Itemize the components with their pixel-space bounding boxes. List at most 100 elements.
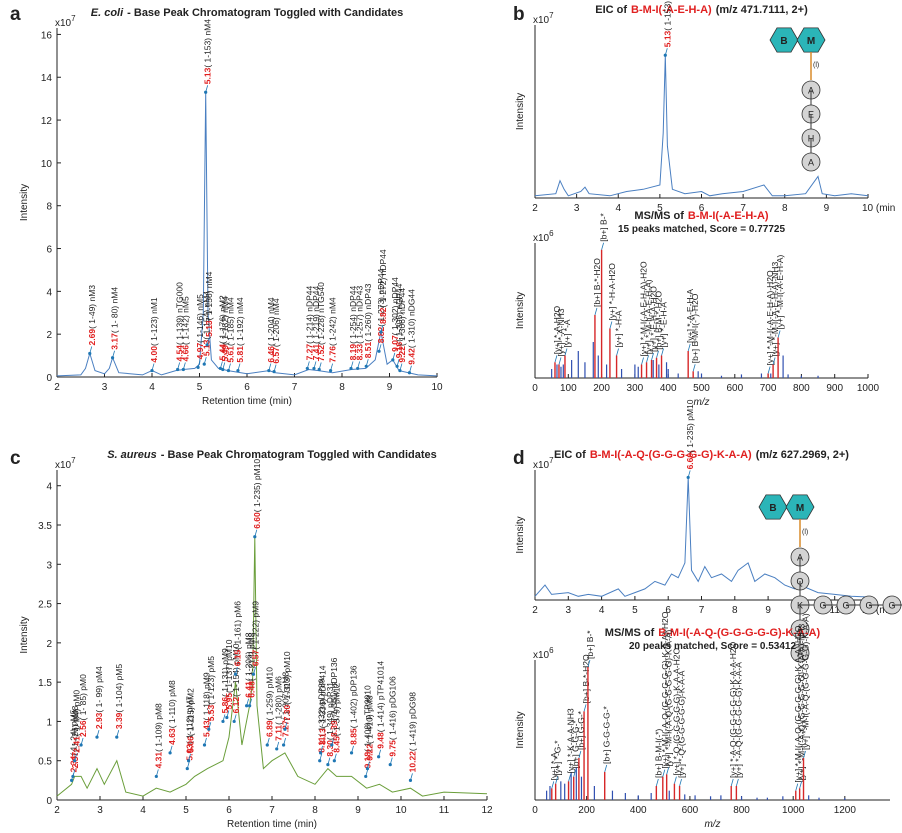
y-multiplier: x107	[533, 456, 554, 471]
annotation-label: 9.48( 1-414) pTP41014	[376, 661, 386, 749]
annotation-leader	[273, 364, 277, 372]
annotation-rt: 4.63	[167, 728, 177, 745]
annotation-rt: 5.13	[201, 339, 211, 356]
annotation-leader	[365, 769, 369, 777]
annotation-label: 4.31( 1-109) pM8	[153, 703, 163, 768]
annotation-text: [y+] *-M-I(-A-E-H-A)	[644, 279, 654, 354]
annotation-text: [y+] *-M-I(-A-E-H-A)-H2O	[639, 261, 649, 357]
annotation-rt: 5.81	[235, 346, 245, 363]
annotation-rt: 9.75	[387, 740, 397, 757]
panel-letter: b	[513, 4, 525, 25]
annotation-label: 9.42( 1-310) nDG44	[406, 289, 416, 365]
annotation-rt: 7.30	[282, 704, 292, 721]
annotation-leader	[378, 344, 382, 352]
annotation-leader	[188, 753, 191, 761]
annotation-leader	[327, 757, 331, 765]
annotation-label: 7.52( 1-228) nTG540	[316, 282, 326, 362]
annotation-label: 9.18( 1-408) pTP9910	[363, 685, 373, 768]
annotation-leader	[555, 776, 559, 784]
annotation-leader	[367, 761, 370, 769]
annotation-label: 5.43( 1-118) pM9	[201, 672, 211, 737]
multiplier-base: x10	[533, 15, 550, 26]
annotation-leader	[399, 363, 403, 371]
annotation-text: ( 1-214) pM8	[247, 632, 257, 681]
annotation-text: ( 1-206) nM4	[271, 298, 281, 347]
chart-title: E. coli - Base Peak Chromatogram Toggled …	[91, 7, 403, 19]
y-tick-label: 16	[41, 30, 53, 41]
annotation-leader	[380, 324, 384, 333]
trace	[534, 477, 869, 598]
x-tick-label: 11	[439, 805, 450, 816]
residue	[801, 152, 821, 172]
annotation-rt: 5.95	[224, 693, 234, 710]
y-tick-label: 1.5	[38, 678, 52, 689]
annotation-label: 6.57( 1-206) nM4	[271, 298, 281, 363]
x-tick-label: 3	[102, 382, 108, 393]
x-tick-label: 2	[54, 382, 60, 393]
residue	[790, 643, 810, 663]
x-tick-label: 700	[760, 383, 777, 394]
x-tick-label: 0	[532, 805, 538, 816]
annotation-label: [b+] B-M-I(-*)	[653, 728, 663, 778]
annotation-label: 3.17( 1- 80) nM4	[110, 287, 120, 350]
annotation-text: [y+] *-Q-(G-G-G-G-G)-K-A-A	[677, 670, 687, 778]
annotation-label: 5.44( 1-176) nM2	[217, 295, 227, 360]
annotation-text: ( 1-305) nDP44	[394, 283, 404, 341]
y-axis-label: Intensity	[515, 516, 526, 553]
annotation-leader	[616, 348, 619, 356]
multiplier-exponent: 7	[71, 14, 76, 23]
trace	[56, 92, 438, 377]
x-tick-label: 600	[682, 805, 699, 816]
annotation-label: 8.39( 1-361) pDP136	[329, 657, 339, 737]
annotation-label: 8.33( 1-257) nDP43	[355, 286, 365, 361]
annotation-label: 2.41( 1- 64) pM0	[72, 690, 82, 753]
annotation-leader	[222, 714, 226, 722]
annotation-rt: 5.13	[203, 67, 213, 84]
annotation-rt: 6.15	[232, 649, 242, 666]
annotation-leader	[351, 745, 354, 753]
annotation-text: ( 1-410) pM8	[364, 695, 374, 744]
title-suffix: (m/z 627.2969, 2+)	[756, 449, 850, 461]
annotation-text: ( 1-146) nM5	[195, 294, 205, 343]
annotation-rt: 4.31	[153, 752, 163, 769]
title-prefix: MS/MS of	[634, 210, 684, 222]
sugar-label: M	[807, 36, 815, 47]
annotation-rt: 9.07	[390, 335, 400, 352]
candidate-marker	[154, 774, 158, 779]
x-tick-label: 6	[699, 203, 705, 214]
annotation-label: 9.75( 1-416) pDG106	[387, 676, 397, 757]
annotation-text: [y+] *-A	[549, 752, 559, 780]
annotation-rt: 4.00	[149, 346, 159, 363]
x-tick-label: 500	[693, 383, 710, 394]
annotation-text: [b+] B-*-H2O	[592, 258, 602, 307]
x-tick-label: 9	[824, 203, 830, 214]
annotation-label: 9.22( 1-306) nDP44	[397, 288, 407, 363]
annotation-rt: 2.34	[69, 756, 79, 773]
annotation-label: [y+] *-M-I(-A-E-H-A)-H2O	[639, 261, 649, 357]
annotation-label: 5.13( 1-153) nM4	[203, 19, 213, 84]
x-tick-label: 4	[615, 203, 621, 214]
annotation-rt: 7.76	[328, 346, 338, 363]
y-axis-label: Intensity	[19, 184, 30, 221]
multiplier-exponent: 7	[549, 11, 554, 20]
annotation-leader	[333, 753, 337, 761]
x-tick-label: 0	[532, 383, 538, 394]
y-multiplier: x106	[533, 646, 554, 661]
panel-letter: c	[10, 448, 21, 469]
annotation-label: 6.89( 1-259) pM10	[264, 667, 274, 737]
annotation-text: ( 1-109) pM8	[153, 703, 163, 752]
annotation-text: [y+] *-H-A	[614, 310, 624, 347]
annotation-text: ( 1-115) pM2	[186, 688, 196, 736]
annotation-rt: 9.18	[363, 752, 373, 769]
annotation-text: ( 1-214) nDP44	[304, 286, 314, 344]
y-tick-label: 10	[41, 159, 53, 170]
annotation-rt: 7.52	[316, 345, 326, 362]
annotation-leader	[651, 352, 654, 361]
annotation-rt: 8.51	[363, 341, 373, 358]
x-tick-label: 1000	[857, 383, 880, 394]
candidate-marker	[70, 778, 74, 782]
x-tick-label: 11	[830, 605, 841, 616]
annotation-label: 5.03( 1-112) pM7	[184, 696, 194, 761]
x-tick-label: 8	[339, 382, 345, 393]
annotation-label: 5.13( 1-154) nM4	[201, 291, 211, 356]
